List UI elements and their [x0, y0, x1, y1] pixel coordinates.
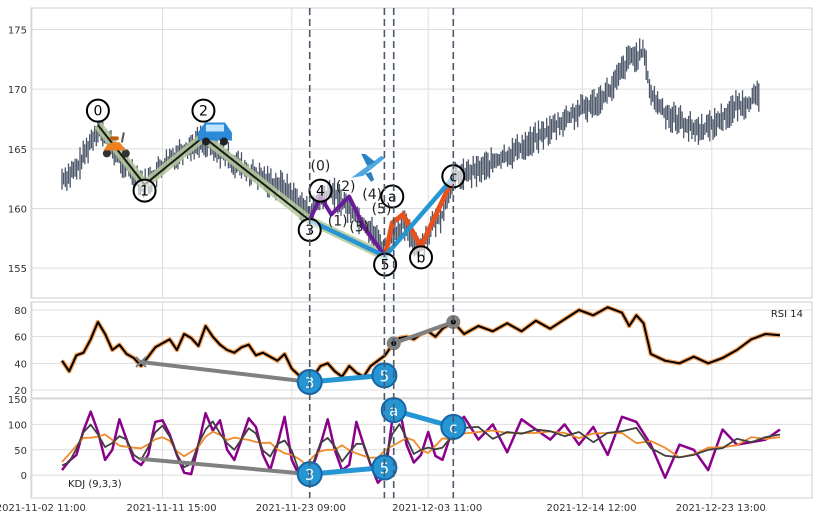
subwave-label: (4) — [362, 187, 382, 203]
kdj-badge — [371, 454, 398, 481]
wave-label-text: 0 — [93, 104, 102, 120]
wave-label-circle — [132, 178, 157, 203]
kdj-y-tick-label: 100 — [8, 420, 27, 431]
subwave-label: (0) — [311, 159, 331, 175]
rsi-label: RSI 14 — [771, 309, 803, 320]
scooter-icon — [102, 132, 130, 158]
kdj-badge-text: 5 — [380, 460, 390, 478]
kdj-panel-bg — [30, 397, 813, 499]
price-y-tick-label: 165 — [8, 145, 27, 156]
wave-point-label: 0 — [85, 98, 110, 123]
wave-label-text: a — [388, 190, 397, 206]
rsi-panel-bg — [30, 301, 813, 399]
kdj-badge-text: a — [389, 402, 398, 420]
airplane-wing — [365, 171, 375, 182]
x-tick-label: 2021-11-23 09:00 — [256, 503, 346, 514]
rsi-y-tick-label: 60 — [14, 333, 27, 344]
kdj-y-tick-label: 50 — [14, 446, 27, 457]
wave-label-circle — [191, 98, 216, 123]
wave-point-label: 4 — [308, 178, 333, 203]
x-tick-label: 2021-11-11 15:00 — [126, 503, 216, 514]
wave-point-label: 2 — [191, 98, 216, 123]
wave-label-circle — [380, 184, 405, 209]
rsi-y-tick-label: 40 — [14, 359, 27, 370]
wave-label-circle — [85, 98, 110, 123]
wave-point-label: 1 — [132, 178, 157, 203]
car-window — [205, 124, 224, 132]
price-y-tick-label: 160 — [8, 204, 27, 215]
kdj-label: KDJ (9,3,3) — [68, 479, 122, 490]
scooter-wheel — [121, 149, 130, 158]
wave-point-label: b — [409, 245, 433, 270]
wave-abc — [382, 176, 456, 257]
car-wheel — [201, 137, 210, 146]
price-y-tick-label: 155 — [8, 264, 27, 275]
subwave-label: (1) — [328, 213, 348, 229]
wave-label-text: b — [417, 250, 426, 266]
event-vlines — [308, 8, 455, 498]
airplane-icon — [351, 153, 386, 182]
gridlines — [31, 8, 812, 498]
price-y-tick-label: 170 — [8, 85, 27, 96]
kdj-k-line — [61, 420, 781, 476]
scooter-seat — [109, 136, 119, 141]
x-tick-label: 2021-12-03 11:00 — [392, 503, 482, 514]
kdj-d-line — [61, 429, 781, 466]
chart-labels: 2021-11-02 11:00 2021-11-11 15:00 2021-11-… — [0, 25, 803, 514]
kdj-j-line — [61, 406, 781, 485]
airplane-wing — [361, 153, 376, 166]
airplane-body — [351, 155, 386, 178]
car-icon — [197, 122, 232, 146]
scooter-wheel — [102, 149, 111, 158]
price-y-tick-label: 175 — [8, 25, 27, 36]
car-wheel — [219, 137, 228, 146]
kdj-y-tick-label: 0 — [21, 471, 27, 482]
wave-label-text: 1 — [140, 184, 149, 200]
wave-label-text: 4 — [316, 184, 325, 200]
wave-label-text: 2 — [199, 104, 208, 120]
wave-label-circle — [409, 245, 433, 270]
scooter-body — [103, 142, 126, 151]
rsi-y-tick-label: 20 — [14, 386, 27, 397]
rsi-cross-marker — [135, 356, 147, 368]
x-tick-label: 2021-12-23 13:00 — [676, 503, 766, 514]
subwave-label: (5) — [372, 201, 392, 217]
x-tick-label: 2021-11-02 11:00 — [0, 503, 86, 514]
wave-point-label: a — [380, 184, 405, 209]
scooter-handle — [120, 132, 125, 143]
kdj-y-tick-label: 150 — [8, 395, 27, 406]
subwave-label: (2) — [336, 179, 356, 195]
rsi-y-tick-label: 80 — [14, 306, 27, 317]
rsi-divergence-line — [391, 320, 456, 346]
rsi-line — [61, 306, 781, 378]
x-tick-label: 2021-12-14 12:00 — [546, 503, 636, 514]
subwave-label: (3) — [349, 219, 369, 235]
